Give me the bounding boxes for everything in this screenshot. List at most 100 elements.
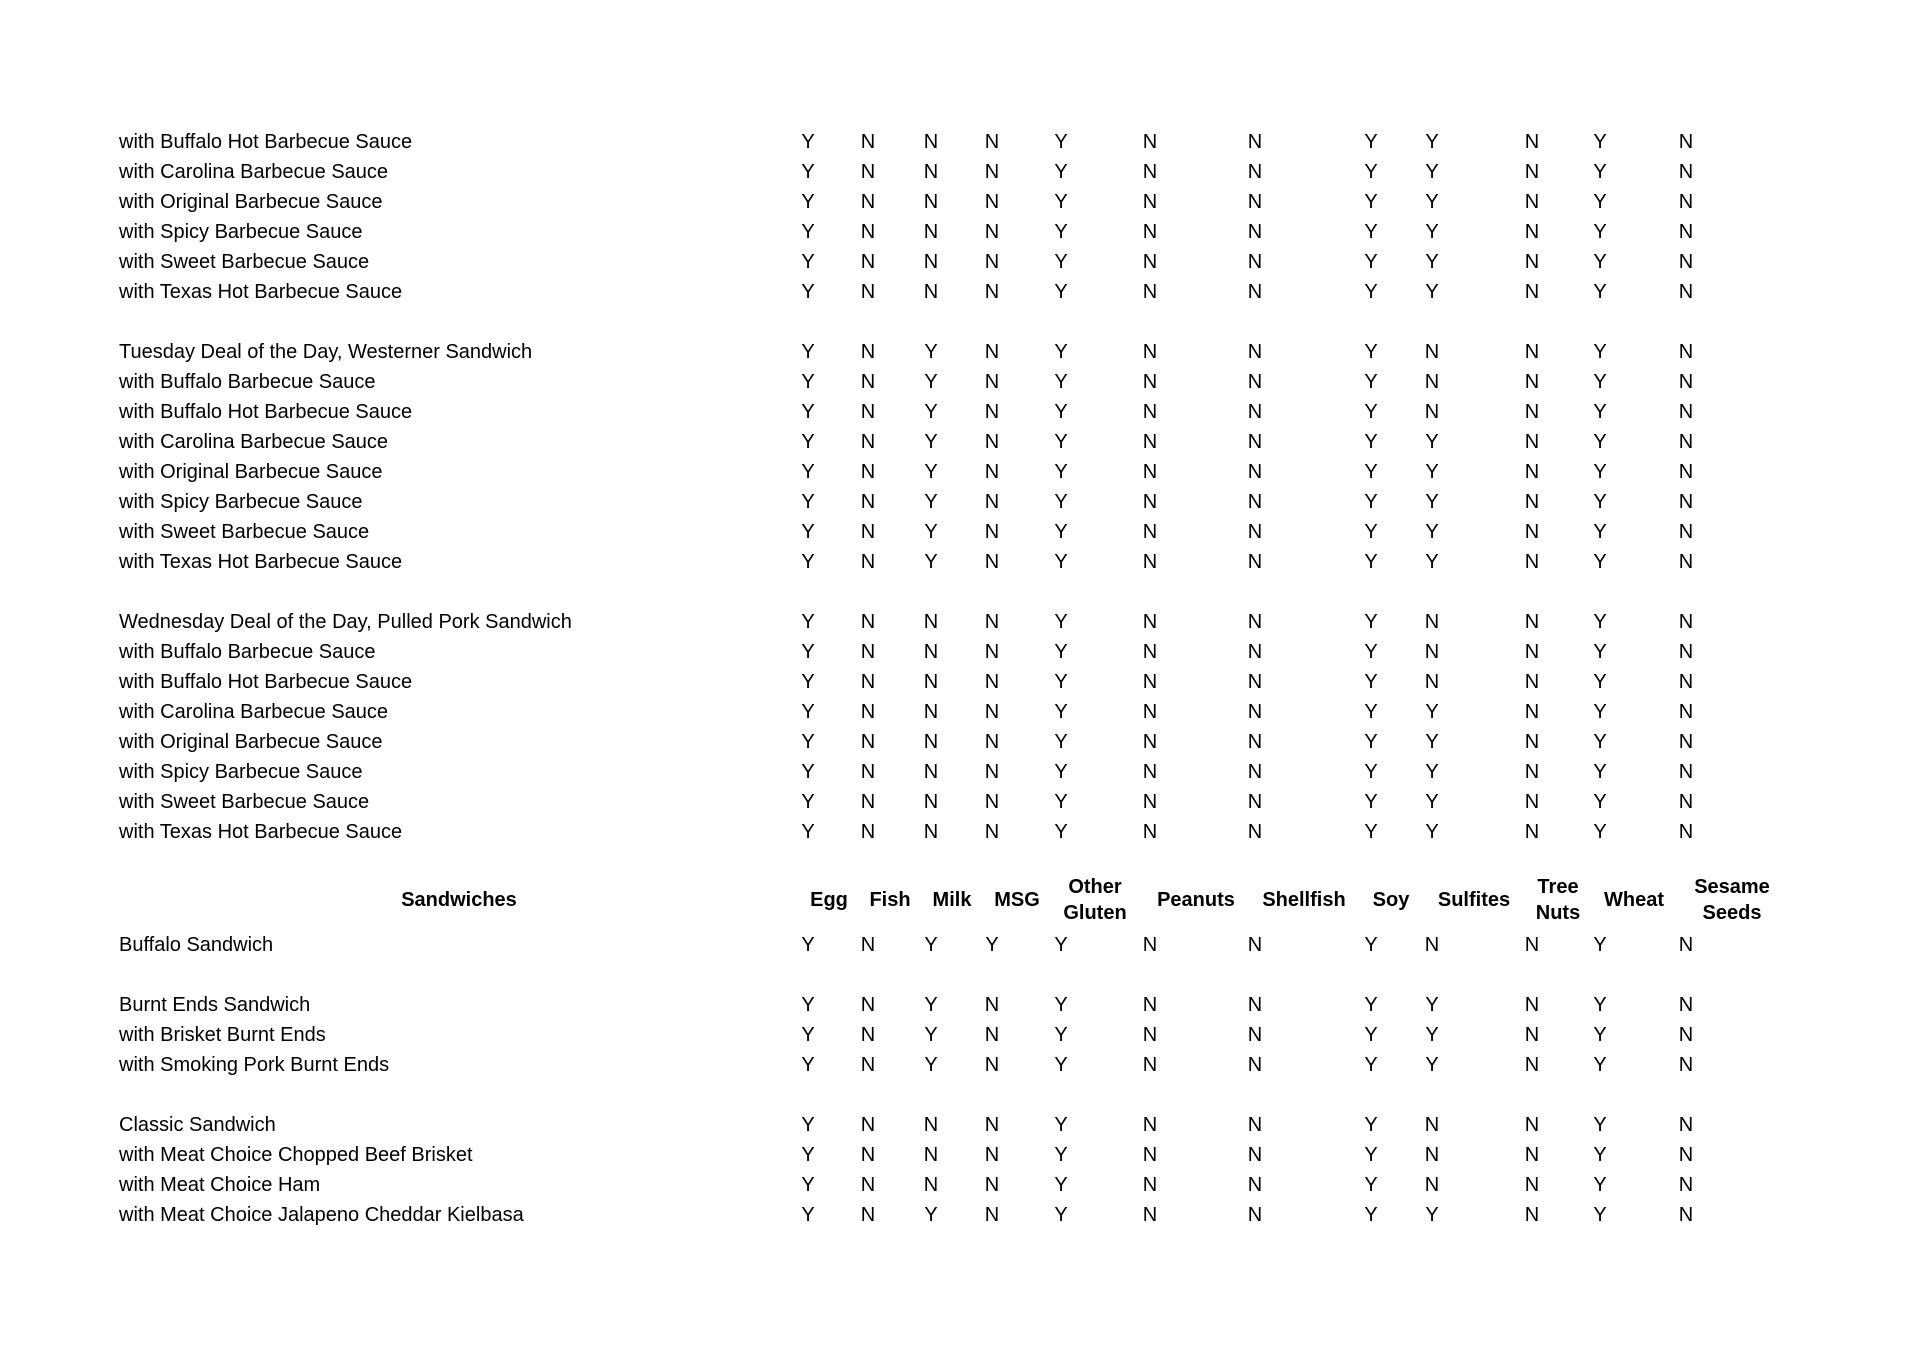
allergen-cell: Y: [1054, 431, 1068, 453]
allergen-cell: N: [1524, 461, 1540, 483]
table-row: with Meat Choice Jalapeno Cheddar Kielba…: [0, 1200, 1920, 1230]
allergen-cell: Y: [1054, 461, 1068, 483]
allergen-cell: Y: [1593, 191, 1607, 213]
allergen-cell: N: [1247, 611, 1263, 633]
allergen-cell: N: [984, 671, 1000, 693]
allergen-cell: Y: [1054, 131, 1068, 153]
allergen-cell: Y: [801, 1024, 815, 1046]
allergen-cell: N: [984, 251, 1000, 273]
allergen-cell: N: [984, 731, 1000, 753]
allergen-cell: N: [923, 1174, 939, 1196]
allergen-cell: N: [1247, 701, 1263, 723]
allergen-cell: N: [1142, 671, 1158, 693]
allergen-cell: N: [923, 761, 939, 783]
allergen-cell: Y: [924, 341, 938, 363]
row-label: with Smoking Pork Burnt Ends: [119, 1054, 390, 1076]
allergen-cell: Y: [1425, 761, 1439, 783]
allergen-cell: N: [923, 641, 939, 663]
allergen-cell: N: [1247, 341, 1263, 363]
allergen-cell: N: [1678, 641, 1694, 663]
allergen-cell: N: [984, 701, 1000, 723]
table-row: with Buffalo Hot Barbecue Sauce Y N N N Y N N Y N…: [0, 667, 1920, 697]
allergen-cell: N: [923, 701, 939, 723]
allergen-cell: N: [1142, 1204, 1158, 1226]
allergen-cell: Y: [1593, 611, 1607, 633]
allergen-cell: N: [1524, 671, 1540, 693]
allergen-cell: N: [1424, 371, 1440, 393]
allergen-cell: Y: [1364, 371, 1378, 393]
table-row: with Original Barbecue Sauce Y N N N Y N N Y Y N Y N: [0, 727, 1920, 757]
allergen-cell: N: [1142, 131, 1158, 153]
allergen-cell: N: [984, 1204, 1000, 1226]
allergen-cell: Y: [801, 551, 815, 573]
allergen-cell: N: [923, 1114, 939, 1136]
allergen-cell: N: [1678, 341, 1694, 363]
allergen-cell: Y: [1364, 821, 1378, 843]
row-label: with Spicy Barbecue Sauce: [119, 761, 363, 783]
allergen-cell: Y: [801, 491, 815, 513]
allergen-cell: Y: [1425, 461, 1439, 483]
allergen-cell: Y: [801, 341, 815, 363]
allergen-cell: N: [984, 821, 1000, 843]
allergen-cell: Y: [924, 491, 938, 513]
column-header: Milk: [932, 889, 972, 911]
allergen-cell: Y: [1593, 461, 1607, 483]
allergen-cell: Y: [1054, 671, 1068, 693]
table-row: with Buffalo Hot Barbecue Sauce Y N Y N Y N N Y N…: [0, 397, 1920, 427]
column-header: Tree Nuts: [1535, 876, 1581, 924]
allergen-cell: N: [860, 1204, 876, 1226]
table-row: with Carolina Barbecue Sauce Y N N N Y N N Y Y N Y N: [0, 157, 1920, 187]
allergen-cell: N: [1247, 131, 1263, 153]
allergen-cell: N: [1524, 611, 1540, 633]
allergen-cell: N: [1142, 934, 1158, 956]
allergen-cell: Y: [924, 1054, 938, 1076]
allergen-cell: Y: [1425, 281, 1439, 303]
row-label: with Buffalo Hot Barbecue Sauce: [119, 131, 413, 153]
allergen-cell: Y: [1593, 401, 1607, 423]
table-row: with Spicy Barbecue Sauce Y N N N Y N N Y Y N Y N: [0, 757, 1920, 787]
allergen-cell: N: [1247, 461, 1263, 483]
table-row: with Original Barbecue Sauce Y N Y N Y N N Y Y N Y N: [0, 457, 1920, 487]
table-row: with Carolina Barbecue Sauce Y N N N Y N N Y Y N Y N: [0, 697, 1920, 727]
allergen-cell: N: [984, 341, 1000, 363]
allergen-cell: Y: [1425, 161, 1439, 183]
allergen-cell: Y: [1054, 491, 1068, 513]
allergen-cell: Y: [1425, 491, 1439, 513]
allergen-cell: Y: [1364, 431, 1378, 453]
allergen-cell: N: [923, 131, 939, 153]
allergen-cell: Y: [801, 371, 815, 393]
allergen-cell: N: [1678, 491, 1694, 513]
allergen-cell: N: [1247, 671, 1263, 693]
allergen-cell: N: [1524, 401, 1540, 423]
allergen-cell: N: [1524, 791, 1540, 813]
row-label: with Sweet Barbecue Sauce: [119, 251, 370, 273]
allergen-cell: Y: [1364, 131, 1378, 153]
allergen-cell: N: [1247, 251, 1263, 273]
allergen-cell: Y: [1364, 934, 1378, 956]
allergen-cell: N: [1678, 821, 1694, 843]
allergen-cell: N: [1524, 191, 1540, 213]
allergen-cell: N: [860, 521, 876, 543]
allergen-cell: Y: [1593, 521, 1607, 543]
allergen-cell: N: [1524, 1174, 1540, 1196]
allergen-cell: Y: [1364, 161, 1378, 183]
allergen-cell: Y: [801, 1174, 815, 1196]
allergen-cell: N: [984, 161, 1000, 183]
allergen-cell: Y: [924, 461, 938, 483]
allergen-cell: N: [1524, 761, 1540, 783]
allergen-cell: Y: [1593, 1054, 1607, 1076]
allergen-cell: N: [860, 1024, 876, 1046]
allergen-cell: Y: [801, 221, 815, 243]
allergen-cell: N: [1142, 1054, 1158, 1076]
allergen-cell: N: [1424, 1114, 1440, 1136]
row-label: with Spicy Barbecue Sauce: [119, 221, 363, 243]
allergen-cell: Y: [1364, 611, 1378, 633]
allergen-cell: Y: [801, 731, 815, 753]
allergen-cell: Y: [1593, 1204, 1607, 1226]
allergen-cell: Y: [801, 994, 815, 1016]
allergen-cell: Y: [1364, 281, 1378, 303]
allergen-cell: Y: [1425, 1024, 1439, 1046]
allergen-cell: N: [923, 791, 939, 813]
allergen-cell: Y: [801, 1144, 815, 1166]
allergen-cell: N: [860, 934, 876, 956]
